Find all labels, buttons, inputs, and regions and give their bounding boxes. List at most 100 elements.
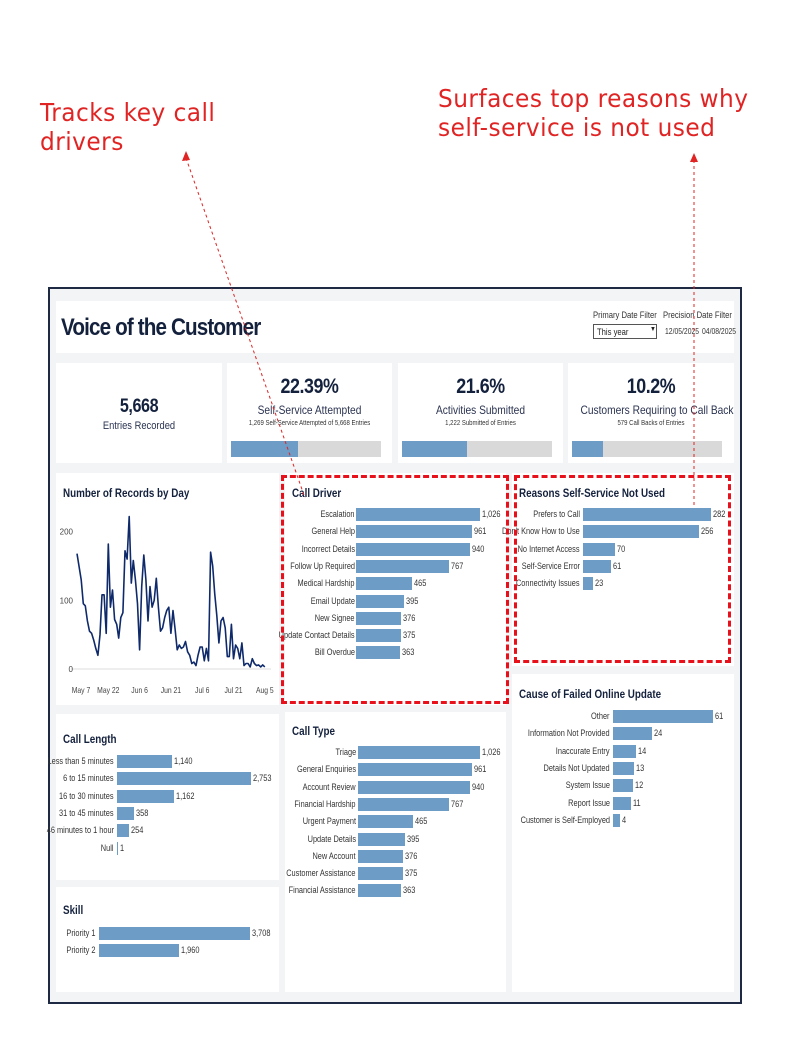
line-data-point[interactable] <box>145 579 147 581</box>
line-data-point[interactable] <box>247 663 249 665</box>
line-data-point[interactable] <box>230 623 232 625</box>
bar[interactable] <box>358 832 405 846</box>
line-data-point[interactable] <box>249 666 251 668</box>
bar[interactable] <box>356 611 402 625</box>
line-data-point[interactable] <box>251 658 253 660</box>
line-data-point[interactable] <box>84 605 86 607</box>
line-data-point[interactable] <box>109 606 111 608</box>
line-data-point[interactable] <box>116 623 118 625</box>
bar[interactable] <box>117 755 173 768</box>
line-data-point[interactable] <box>132 560 134 562</box>
bar[interactable] <box>583 542 615 556</box>
line-data-point[interactable] <box>178 644 180 646</box>
line-data-point[interactable] <box>262 664 264 666</box>
bar[interactable] <box>583 577 594 591</box>
line-data-point[interactable] <box>134 579 136 581</box>
records-line-series[interactable] <box>76 515 266 668</box>
line-data-point[interactable] <box>126 558 128 560</box>
line-data-point[interactable] <box>189 654 191 656</box>
bar[interactable] <box>583 559 611 573</box>
bar[interactable] <box>356 646 400 660</box>
line-data-point[interactable] <box>176 649 178 651</box>
line-data-point[interactable] <box>210 551 212 553</box>
line-data-point[interactable] <box>168 606 170 608</box>
bar[interactable] <box>613 813 620 827</box>
line-data-point[interactable] <box>101 594 103 596</box>
line-data-point[interactable] <box>197 654 199 656</box>
bar[interactable] <box>358 867 403 881</box>
bar[interactable] <box>358 797 450 811</box>
bar[interactable] <box>117 824 130 838</box>
line-data-point[interactable] <box>258 664 260 666</box>
line-data-point[interactable] <box>124 550 126 552</box>
line-data-point[interactable] <box>180 647 182 649</box>
line-data-point[interactable] <box>172 610 174 612</box>
line-data-point[interactable] <box>222 617 224 619</box>
primary-date-filter-select[interactable]: This year ▼ <box>593 324 657 339</box>
line-data-point[interactable] <box>195 665 197 667</box>
bar[interactable] <box>356 594 404 608</box>
line-data-point[interactable] <box>208 660 210 662</box>
bar[interactable] <box>356 577 413 591</box>
line-data-point[interactable] <box>97 654 99 656</box>
line-data-point[interactable] <box>139 649 141 651</box>
line-data-point[interactable] <box>185 641 187 643</box>
line-data-point[interactable] <box>191 663 193 665</box>
bar[interactable] <box>99 927 250 940</box>
line-data-point[interactable] <box>220 620 222 622</box>
line-data-point[interactable] <box>239 658 241 660</box>
line-data-point[interactable] <box>99 634 101 636</box>
line-data-point[interactable] <box>107 543 109 545</box>
bar[interactable] <box>613 710 713 723</box>
line-data-point[interactable] <box>120 617 122 619</box>
bar[interactable] <box>613 796 632 810</box>
line-data-point[interactable] <box>122 612 124 614</box>
line-data-point[interactable] <box>149 586 151 588</box>
bar[interactable] <box>99 944 179 958</box>
bar[interactable] <box>583 525 700 539</box>
line-data-point[interactable] <box>80 579 82 581</box>
line-data-point[interactable] <box>86 620 88 622</box>
line-data-point[interactable] <box>228 656 230 658</box>
line-data-point[interactable] <box>95 647 97 649</box>
line-data-point[interactable] <box>264 666 266 668</box>
line-data-point[interactable] <box>174 628 176 630</box>
bar[interactable] <box>356 525 473 539</box>
bar[interactable] <box>358 763 473 777</box>
line-data-point[interactable] <box>226 656 228 658</box>
line-data-point[interactable] <box>128 516 130 518</box>
line-data-point[interactable] <box>260 666 262 668</box>
bar[interactable] <box>613 727 653 741</box>
line-data-point[interactable] <box>141 586 143 588</box>
line-data-point[interactable] <box>160 630 162 632</box>
line-data-point[interactable] <box>155 577 157 579</box>
line-data-point[interactable] <box>82 603 84 605</box>
bar[interactable] <box>356 542 470 556</box>
line-data-point[interactable] <box>253 663 255 665</box>
bar[interactable] <box>117 772 251 786</box>
precision-start-date[interactable]: 12/05/2025 <box>665 327 700 336</box>
line-data-point[interactable] <box>233 658 235 660</box>
line-data-point[interactable] <box>256 665 258 667</box>
bar[interactable] <box>358 746 480 759</box>
line-data-point[interactable] <box>147 620 149 622</box>
line-data-point[interactable] <box>130 582 132 584</box>
line-data-point[interactable] <box>235 644 237 646</box>
line-data-point[interactable] <box>201 646 203 648</box>
line-data-point[interactable] <box>89 630 91 632</box>
line-data-point[interactable] <box>237 647 239 649</box>
line-data-point[interactable] <box>93 639 95 641</box>
line-data-point[interactable] <box>76 553 78 555</box>
line-data-point[interactable] <box>162 627 164 629</box>
bar[interactable] <box>358 780 470 794</box>
line-data-point[interactable] <box>218 642 220 644</box>
line-data-point[interactable] <box>214 592 216 594</box>
bar[interactable] <box>356 508 480 521</box>
precision-end-date[interactable]: 04/08/2025 <box>702 327 737 336</box>
line-data-point[interactable] <box>241 642 243 644</box>
line-data-point[interactable] <box>157 606 159 608</box>
line-data-point[interactable] <box>243 665 245 667</box>
line-data-point[interactable] <box>143 554 145 556</box>
line-data-point[interactable] <box>216 614 218 616</box>
line-data-point[interactable] <box>193 661 195 663</box>
